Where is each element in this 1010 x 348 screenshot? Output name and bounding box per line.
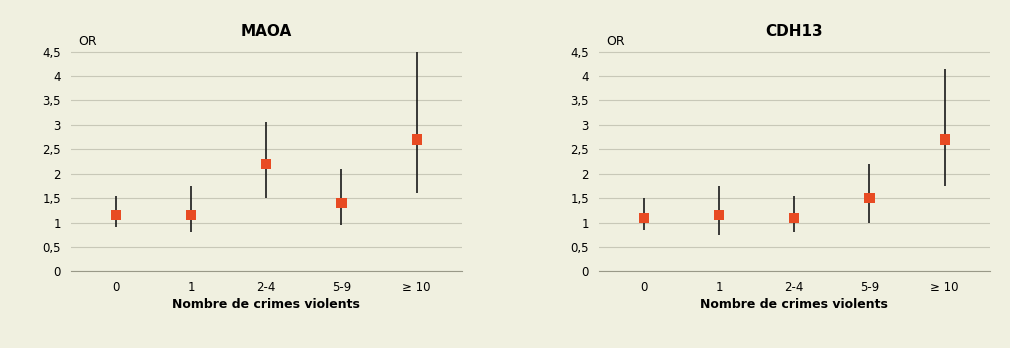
Point xyxy=(259,161,275,167)
Point xyxy=(711,213,727,218)
Title: MAOA: MAOA xyxy=(240,24,292,39)
Point xyxy=(635,215,651,221)
Title: CDH13: CDH13 xyxy=(766,24,823,39)
Point xyxy=(936,137,952,142)
Point xyxy=(183,213,199,218)
Point xyxy=(333,200,349,206)
Text: OR: OR xyxy=(606,34,625,48)
Point xyxy=(862,195,878,201)
X-axis label: Nombre de crimes violents: Nombre de crimes violents xyxy=(173,298,361,311)
Point xyxy=(108,213,124,218)
X-axis label: Nombre de crimes violents: Nombre de crimes violents xyxy=(700,298,888,311)
Text: OR: OR xyxy=(78,34,97,48)
Point xyxy=(409,137,425,142)
Point xyxy=(786,215,802,221)
